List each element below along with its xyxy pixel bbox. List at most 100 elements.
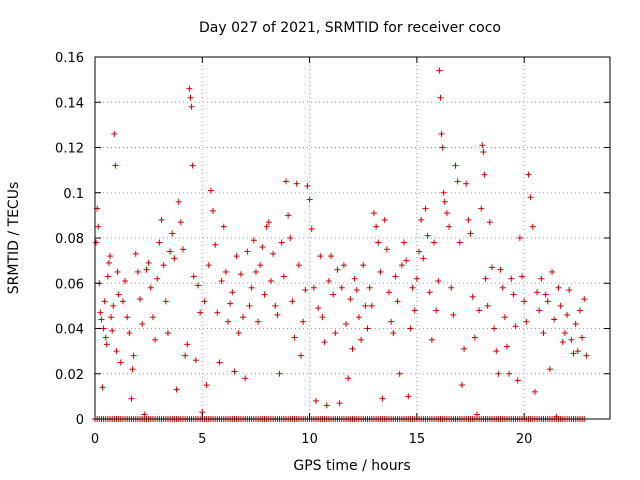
data-point	[220, 223, 227, 230]
data-point	[302, 287, 309, 294]
data-point	[551, 316, 558, 323]
y-tick-label: 0.12	[55, 142, 84, 157]
data-point	[493, 348, 500, 355]
data-point	[491, 325, 498, 332]
data-point	[261, 291, 268, 298]
data-point	[95, 223, 102, 230]
data-point	[355, 314, 362, 321]
data-point	[568, 336, 575, 343]
data-point	[242, 375, 249, 382]
data-point	[448, 284, 455, 291]
data-point	[409, 284, 416, 291]
data-point	[516, 235, 523, 241]
data-point	[113, 348, 120, 355]
data-point	[99, 384, 106, 391]
data-point	[93, 239, 100, 246]
data-point	[189, 162, 196, 169]
data-point	[435, 277, 442, 284]
data-point	[549, 268, 556, 275]
y-tick-label: 0.1	[63, 187, 84, 202]
data-point	[396, 370, 403, 377]
data-point	[440, 189, 447, 196]
data-point	[388, 318, 395, 325]
grid-lines	[95, 57, 610, 419]
data-point	[368, 302, 375, 309]
data-point	[225, 318, 232, 325]
data-point	[385, 289, 392, 296]
data-point	[413, 275, 420, 282]
data-point	[244, 248, 251, 255]
data-point	[240, 314, 247, 321]
data-point	[210, 207, 217, 214]
data-point	[259, 244, 266, 251]
data-point	[291, 334, 298, 341]
data-point	[330, 291, 337, 298]
y-tick-label: 0.14	[55, 96, 84, 111]
x-tick-label: 5	[198, 432, 206, 447]
data-point	[465, 216, 472, 223]
data-point	[527, 194, 534, 201]
data-point	[109, 327, 116, 334]
data-point	[117, 359, 124, 366]
data-point	[173, 386, 180, 393]
data-point	[366, 284, 373, 291]
axes	[94, 56, 611, 420]
data-point	[107, 253, 114, 260]
data-point	[280, 273, 287, 280]
y-tick-labels: 0 0.02 0.04 0.06 0.08 0.1 0.12 0.14 0.16	[55, 51, 84, 428]
data-point	[438, 130, 445, 137]
data-point	[443, 210, 450, 217]
data-point	[531, 388, 538, 395]
data-point	[377, 268, 384, 275]
data-point	[512, 323, 519, 330]
data-point	[137, 296, 144, 303]
data-point	[452, 162, 459, 169]
data-point	[338, 284, 345, 291]
x-tick-label: 20	[516, 432, 533, 447]
data-point	[420, 255, 427, 262]
data-point	[482, 275, 489, 282]
data-point	[525, 171, 532, 178]
data-point	[190, 273, 197, 280]
data-point	[437, 94, 444, 101]
data-point	[564, 311, 571, 318]
data-point	[126, 330, 133, 337]
data-point	[534, 289, 541, 296]
data-point	[285, 212, 292, 219]
data-point	[149, 314, 156, 321]
data-point	[441, 198, 448, 205]
data-point	[293, 180, 300, 187]
data-point	[278, 239, 285, 246]
data-point	[325, 277, 332, 284]
data-point	[167, 248, 174, 255]
plot-frame	[94, 56, 611, 420]
data-point	[360, 262, 367, 269]
data-point	[521, 298, 528, 305]
x-tick-labels: 0 5 10 15 20	[91, 432, 533, 447]
data-point	[317, 253, 324, 260]
data-point	[349, 345, 356, 352]
data-point	[152, 336, 159, 343]
data-point	[345, 375, 352, 382]
data-point	[295, 262, 302, 269]
data-point	[164, 330, 171, 337]
data-point	[304, 182, 311, 189]
data-point	[182, 352, 189, 359]
data-point	[272, 302, 279, 309]
data-point	[542, 291, 549, 298]
data-point	[110, 302, 117, 309]
data-point	[343, 320, 350, 327]
data-point	[433, 307, 440, 314]
data-point	[454, 178, 461, 185]
data-point	[122, 277, 129, 284]
data-point	[177, 219, 184, 226]
data-point	[100, 325, 107, 332]
data-point	[436, 67, 443, 74]
data-point	[508, 275, 515, 282]
data-point	[407, 325, 414, 332]
y-tick-label: 0.02	[55, 368, 84, 383]
data-point	[179, 246, 186, 253]
data-point	[572, 320, 579, 327]
data-point	[478, 205, 485, 212]
